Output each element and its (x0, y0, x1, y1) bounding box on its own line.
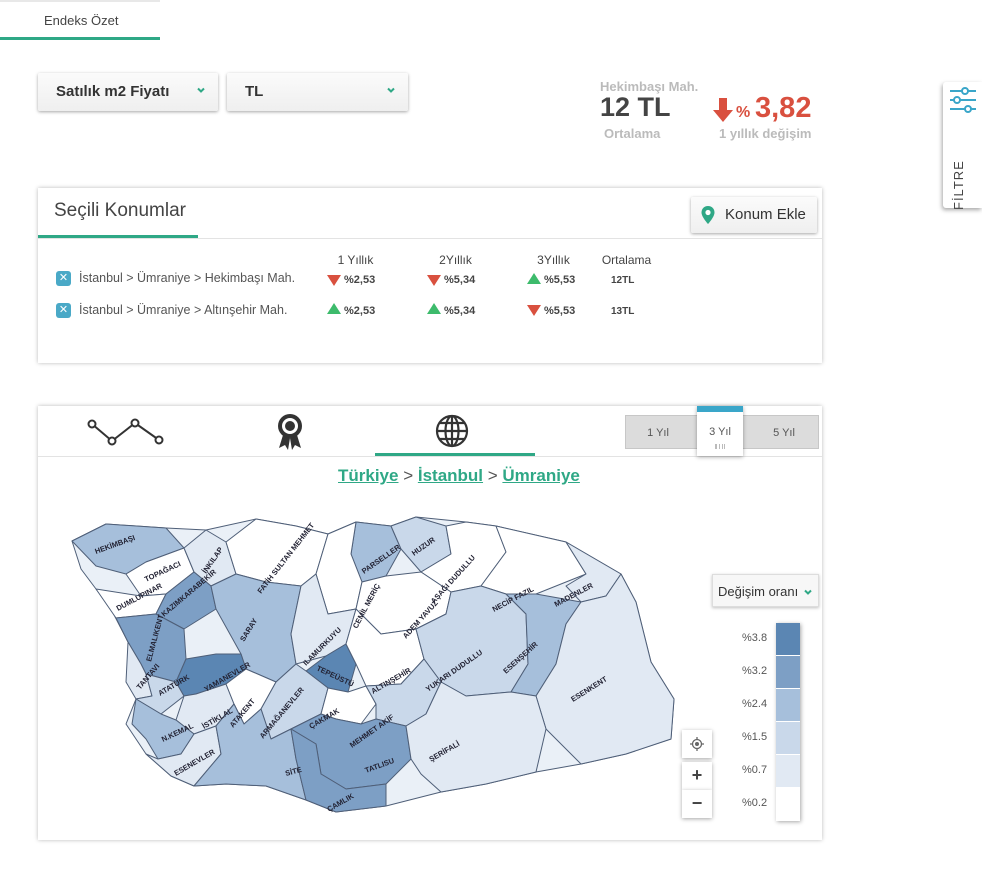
trend-down-icon (527, 305, 541, 316)
award-icon[interactable] (276, 413, 304, 451)
value-1y: %2,53 (344, 274, 376, 286)
district-camlik (290, 728, 387, 813)
map-pin-icon (701, 206, 715, 224)
filter-label: FİLTRE (951, 160, 966, 210)
year-button-5[interactable]: 5 Yıl (773, 427, 795, 439)
value-3y: %5,53 (544, 274, 576, 286)
crosshair-icon (690, 737, 704, 751)
tab-endeks-ozet-label: Endeks Özet (44, 13, 119, 28)
legend-label: %3.2 (742, 665, 768, 677)
arrow-down-icon (713, 98, 733, 122)
add-location-button[interactable]: Konum Ekle (691, 197, 817, 233)
legend-swatch (776, 656, 800, 689)
year-button-3-active[interactable]: 3 Yıl (697, 406, 743, 456)
value-1y: %2,53 (344, 305, 376, 317)
district-esenkent (535, 573, 675, 765)
col-2-yillik: 2Yıllık (439, 253, 472, 267)
location-label: İstanbul > Ümraniye > Altınşehir Mah. (79, 303, 288, 317)
chevron-down-icon (804, 589, 812, 595)
value-3y: %5,53 (544, 305, 576, 317)
title-underline (38, 235, 198, 238)
legend-swatch (776, 623, 800, 656)
locate-button[interactable] (682, 730, 712, 758)
divider (38, 456, 822, 457)
legend-bar (776, 623, 800, 821)
sliders-icon (950, 87, 976, 113)
trend-up-icon (427, 303, 441, 314)
drag-handle (715, 444, 725, 449)
tab-endeks-ozet[interactable]: Endeks Özet (0, 0, 160, 40)
col-ortalama: Ortalama (601, 253, 652, 267)
breadcrumb-turkiye[interactable]: Türkiye (338, 466, 399, 485)
legend-label: %1.5 (742, 731, 768, 743)
district-map[interactable]: HEKİMBAŞI TOPAĞACI İNKILAP DUMLUPINAR KA… (66, 514, 686, 819)
active-tab-underline (375, 453, 535, 456)
chevron-down-icon (197, 87, 205, 93)
line-chart-icon[interactable] (87, 416, 165, 446)
remove-location-button[interactable]: ✕ (56, 303, 71, 318)
metric-type-label: Değişim oranı (718, 584, 799, 599)
map-panel-card: 1 Yıl 3 Yıl 5 Yıl Türkiye > İstanbul > Ü… (38, 406, 822, 840)
breadcrumb-umraniye[interactable]: Ümraniye (502, 466, 580, 485)
chevron-down-icon (387, 87, 395, 93)
metric-select[interactable]: Satılık m2 Fiyatı (38, 73, 218, 111)
legend-swatch (776, 755, 800, 788)
selected-locations-title: Seçili Konumlar (54, 200, 186, 221)
breadcrumb-istanbul[interactable]: İstanbul (417, 466, 484, 485)
legend-label: %0.2 (742, 797, 768, 809)
district-label: SİTE (284, 765, 302, 778)
filter-toggle-button[interactable]: FİLTRE (943, 82, 982, 210)
trend-down-icon (427, 275, 441, 286)
value-avg: 12TL (611, 275, 635, 286)
summary-change-prefix: % (736, 104, 751, 121)
metric-select-value: Satılık m2 Fiyatı (56, 83, 170, 100)
summary-location: Hekimbaşı Mah. (600, 79, 699, 94)
legend-swatch (776, 689, 800, 722)
table-row: ✕ İstanbul > Ümraniye > Altınşehir Mah. … (38, 300, 822, 322)
zoom-out-button[interactable]: − (682, 790, 712, 818)
col-1-yillik: 1 Yıllık (337, 253, 374, 267)
summary-price-caption: Ortalama (604, 126, 661, 141)
legend-swatch (776, 722, 800, 755)
zoom-in-button[interactable]: + (682, 762, 712, 790)
selected-locations-card: Seçili Konumlar Konum Ekle 1 Yıllık 2Yıl… (38, 188, 822, 363)
legend-label: %2.4 (742, 698, 768, 710)
currency-select[interactable]: TL (227, 73, 408, 111)
table-row: ✕ İstanbul > Ümraniye > Hekimbaşı Mah. %… (38, 268, 822, 290)
remove-location-button[interactable]: ✕ (56, 271, 71, 286)
legend-swatch (776, 788, 800, 821)
trend-up-icon (527, 273, 541, 284)
summary-change-value: 3,82 (755, 92, 812, 124)
summary-price: 12 TL (600, 92, 671, 122)
district-serifali (405, 681, 547, 793)
globe-icon[interactable] (435, 414, 469, 448)
value-2y: %5,34 (444, 274, 476, 286)
location-label: İstanbul > Ümraniye > Hekimbaşı Mah. (79, 271, 296, 285)
col-3-yillik: 3Yıllık (537, 253, 570, 267)
value-avg: 13TL (611, 306, 635, 317)
map-breadcrumb: Türkiye > İstanbul > Ümraniye (338, 466, 580, 485)
currency-select-value: TL (245, 83, 264, 100)
year-button-3-label: 3 Yıl (709, 426, 731, 438)
year-button-1[interactable]: 1 Yıl (647, 427, 669, 439)
trend-down-icon (327, 275, 341, 286)
legend-label: %0.7 (742, 764, 768, 776)
divider (38, 238, 822, 239)
summary-change-caption: 1 yıllık değişim (719, 126, 812, 141)
metric-type-dropdown[interactable]: Değişim oranı (712, 574, 819, 607)
color-legend: %3.8 %3.2 %2.4 %1.5 %0.7 %0.2 (738, 620, 828, 821)
legend-label: %3.8 (742, 632, 768, 644)
add-location-label: Konum Ekle (725, 206, 806, 223)
trend-up-icon (327, 303, 341, 314)
value-2y: %5,34 (444, 305, 476, 317)
